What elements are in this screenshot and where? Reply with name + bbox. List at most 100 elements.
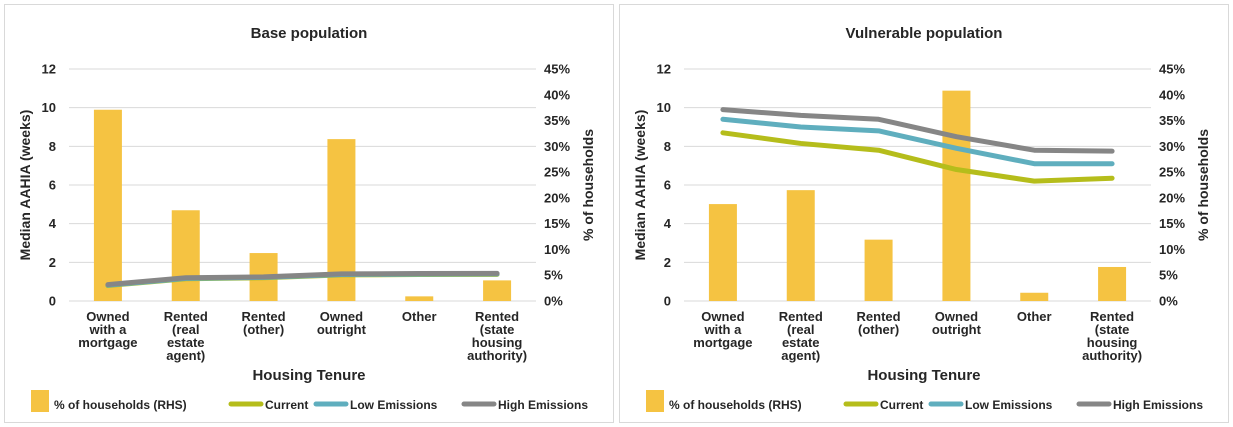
category-label: housing xyxy=(472,335,523,350)
y-tick-label: 12 xyxy=(657,62,671,77)
series-line-high-emissions xyxy=(720,107,1115,154)
y-tick-label: 12 xyxy=(42,62,56,77)
category-label: housing xyxy=(1087,335,1138,350)
y2-tick-label: 40% xyxy=(1159,87,1185,102)
y2-tick-label: 35% xyxy=(544,113,570,128)
y2-tick-label: 15% xyxy=(1159,216,1185,231)
category-label: authority) xyxy=(1082,348,1142,363)
y-tick-label: 4 xyxy=(664,216,672,231)
y2-tick-label: 35% xyxy=(1159,113,1185,128)
bar xyxy=(93,109,122,302)
category-label: agent) xyxy=(781,348,820,363)
category-label: mortgage xyxy=(78,335,137,350)
category-label: Rented xyxy=(779,309,823,324)
category-label: Rented xyxy=(475,309,519,324)
y-tick-label: 10 xyxy=(657,100,671,115)
chart-svg-base: Base population 0 2 4 6 8 10 12 0% 5% 10% 15% 20% 25%… xyxy=(17,25,596,412)
legend-label: % of households (RHS) xyxy=(54,398,187,412)
x-axis-label: Housing Tenure xyxy=(867,367,980,384)
y-tick-label: 4 xyxy=(49,216,57,231)
chart-panel-base: Base population 0 2 4 6 8 10 12 0% 5% 10% 15% 20% 25%… xyxy=(4,4,614,423)
chart-svg-vulnerable: Vulnerable population 0 2 4 6 8 10 12 0% 5% 10% 15%… xyxy=(632,25,1211,412)
category-label: (other) xyxy=(858,322,899,337)
y-axis-label: Median AAHIA (weeks) xyxy=(17,110,33,261)
category-label: (real xyxy=(172,322,199,337)
bar xyxy=(1098,266,1127,301)
bar xyxy=(786,190,815,301)
series-line-high-emissions xyxy=(105,270,500,288)
y2-tick-label: 5% xyxy=(1159,268,1178,283)
category-label: with a xyxy=(88,322,127,337)
category-label: Other xyxy=(402,309,437,324)
y2-tick-label: 0% xyxy=(1159,294,1178,309)
y2-axis-label: % of households xyxy=(1195,129,1211,241)
y2-tick-label: 10% xyxy=(1159,242,1185,257)
legend-swatch xyxy=(646,390,664,412)
y2-tick-label: 20% xyxy=(1159,190,1185,205)
series-line-current xyxy=(720,130,1115,184)
category-label: mortgage xyxy=(693,335,752,350)
y2-tick-label: 25% xyxy=(1159,165,1185,180)
category-label: agent) xyxy=(166,348,205,363)
category-label: outright xyxy=(317,322,367,337)
category-label: (real xyxy=(787,322,814,337)
chart-title: Base population xyxy=(251,25,368,42)
y2-tick-label: 5% xyxy=(544,268,563,283)
y-tick-label: 2 xyxy=(664,255,671,270)
bar xyxy=(708,204,737,301)
category-label: (state xyxy=(480,322,515,337)
legend-label: Current xyxy=(880,398,923,412)
y-tick-label: 0 xyxy=(49,294,56,309)
y2-tick-label: 20% xyxy=(544,190,570,205)
y-axis-label: Median AAHIA (weeks) xyxy=(632,110,648,261)
x-axis-label: Housing Tenure xyxy=(252,367,365,384)
category-label: Other xyxy=(1017,309,1052,324)
y-tick-label: 8 xyxy=(49,139,56,154)
chart-panel-vulnerable: Vulnerable population 0 2 4 6 8 10 12 0% 5% 10% 15%… xyxy=(619,4,1229,423)
y2-tick-label: 25% xyxy=(544,165,570,180)
category-label: Rented xyxy=(857,309,901,324)
category-label: Rented xyxy=(242,309,286,324)
bar xyxy=(405,296,434,301)
bar xyxy=(864,239,893,301)
legend-label: Current xyxy=(265,398,308,412)
legend-swatch xyxy=(31,390,49,412)
category-label: (other) xyxy=(243,322,284,337)
y2-tick-label: 40% xyxy=(544,87,570,102)
y-tick-label: 10 xyxy=(42,100,56,115)
category-label: Owned xyxy=(320,309,363,324)
legend-label: High Emissions xyxy=(1113,398,1203,412)
y2-tick-label: 0% xyxy=(544,294,563,309)
legend-label: Low Emissions xyxy=(350,398,438,412)
series-line-low-emissions xyxy=(720,116,1115,167)
y2-tick-label: 30% xyxy=(1159,139,1185,154)
y2-tick-label: 45% xyxy=(544,62,570,77)
y2-tick-label: 15% xyxy=(544,216,570,231)
y-tick-label: 2 xyxy=(49,255,56,270)
y2-axis-label: % of households xyxy=(580,129,596,241)
bar xyxy=(1020,292,1049,301)
bar xyxy=(483,280,512,301)
category-label: (state xyxy=(1095,322,1130,337)
category-label: Owned xyxy=(701,309,744,324)
bar xyxy=(171,210,200,301)
legend-label: Low Emissions xyxy=(965,398,1053,412)
category-label: outright xyxy=(932,322,982,337)
legend-label: % of households (RHS) xyxy=(669,398,802,412)
category-label: estate xyxy=(782,335,820,350)
y2-tick-label: 10% xyxy=(544,242,570,257)
y-tick-label: 6 xyxy=(664,178,671,193)
category-label: authority) xyxy=(467,348,527,363)
chart-title: Vulnerable population xyxy=(846,25,1003,42)
y-tick-label: 6 xyxy=(49,178,56,193)
y-tick-label: 8 xyxy=(664,139,671,154)
category-label: estate xyxy=(167,335,205,350)
y2-tick-label: 30% xyxy=(544,139,570,154)
category-label: Owned xyxy=(935,309,978,324)
y-tick-label: 0 xyxy=(664,294,671,309)
y2-tick-label: 45% xyxy=(1159,62,1185,77)
category-label: Rented xyxy=(1090,309,1134,324)
legend-label: High Emissions xyxy=(498,398,588,412)
category-label: Rented xyxy=(164,309,208,324)
bar xyxy=(942,90,971,301)
